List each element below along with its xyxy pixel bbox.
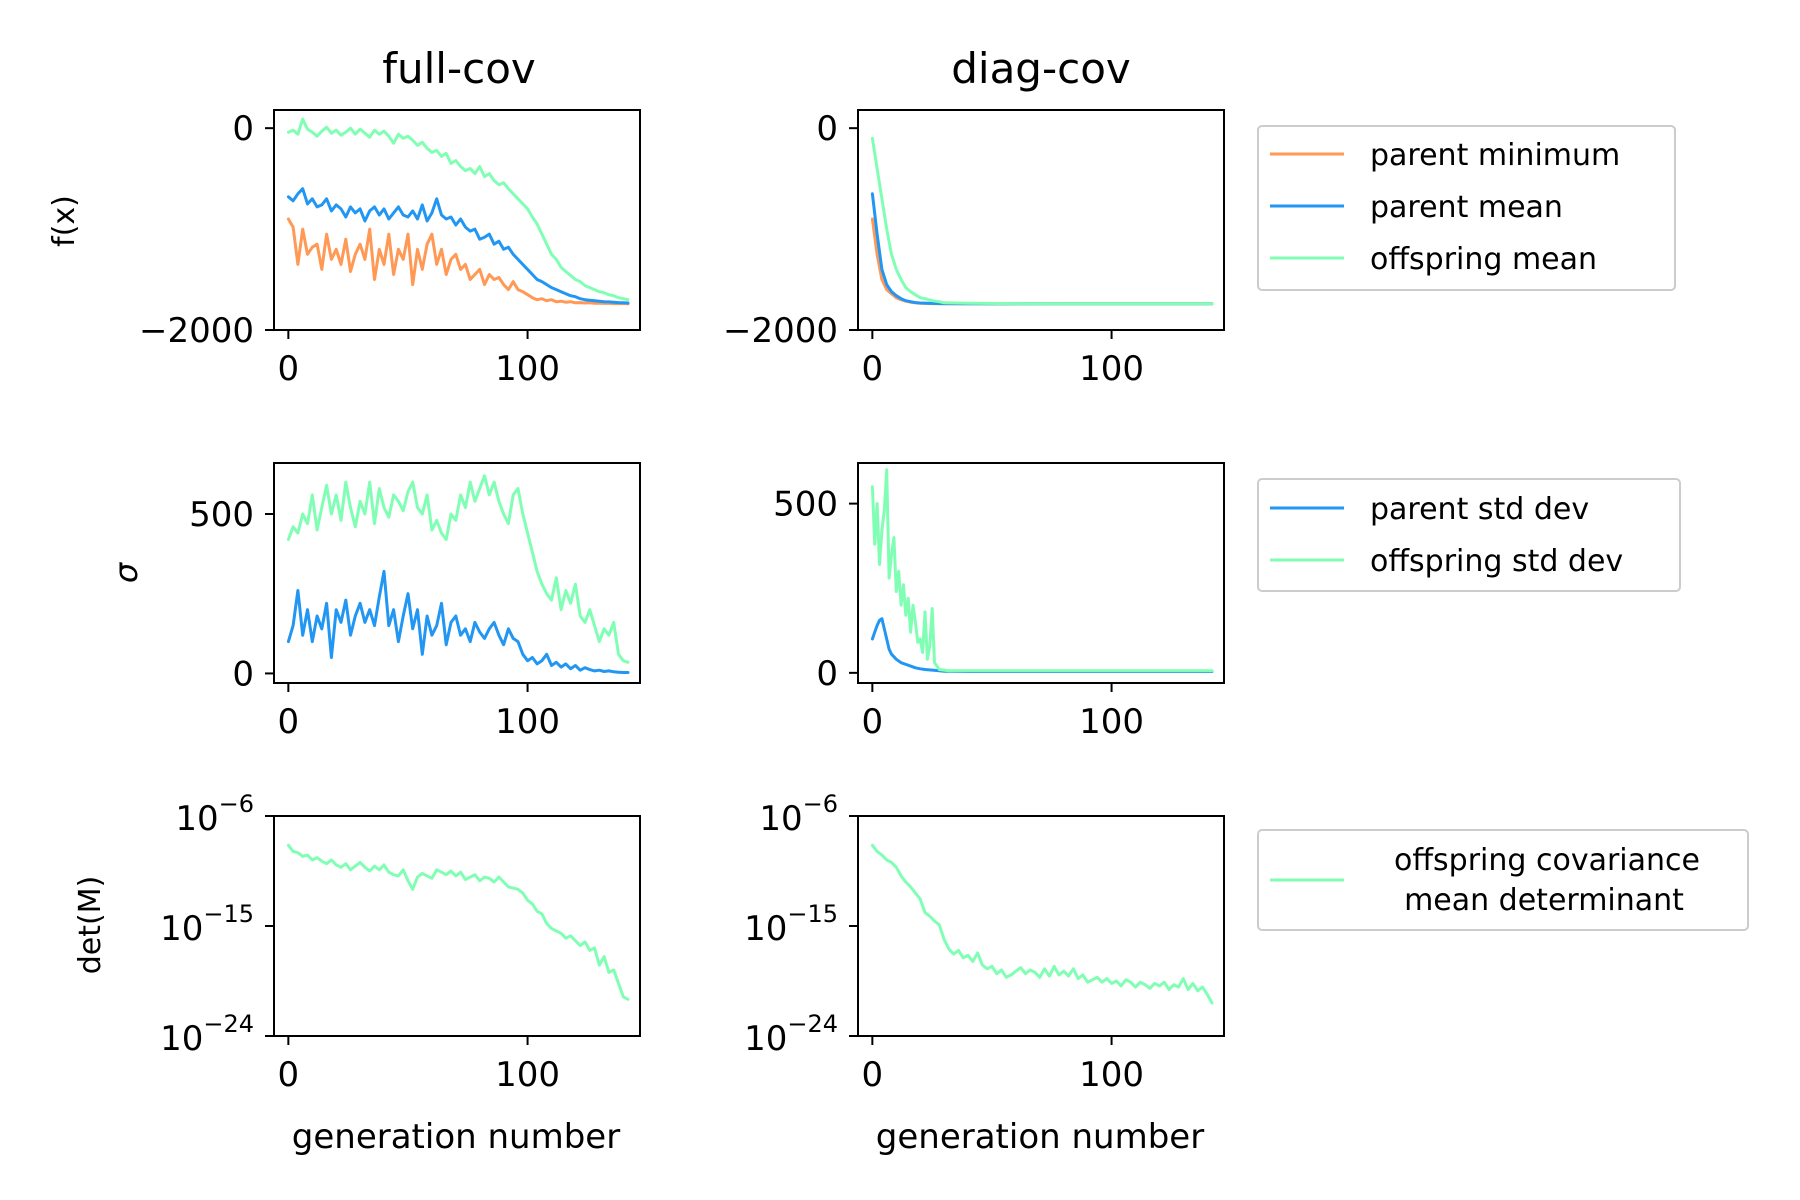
axes-frame	[273, 109, 641, 331]
legend-label-parent-std-dev: parent std dev	[1370, 492, 1589, 527]
series-line-parent-mean	[286, 187, 630, 305]
series-line-parent-mean	[870, 192, 1214, 306]
panel-sigma-diag: 0 100 0 500	[773, 462, 1225, 742]
axes-frame	[857, 815, 1225, 1037]
x-tick-label: 0	[278, 349, 300, 389]
panel-fx-full: 0 100 0 −2000	[139, 109, 641, 389]
legend-label-offspring-mean: offspring mean	[1370, 242, 1597, 277]
x-tick-label: 100	[1079, 1055, 1144, 1095]
series-line-offspring-mean	[870, 136, 1214, 306]
y-tick-label: −2000	[723, 311, 838, 351]
y-tick-label: −2000	[139, 311, 254, 351]
y-tick-label: 10−6	[759, 790, 838, 839]
x-tick-label: 0	[862, 1055, 884, 1095]
xlabel-diag: generation number	[876, 1117, 1204, 1157]
series-line-offspring-covariance-mean-determinant	[870, 843, 1214, 1005]
y-tick-label: 0	[232, 109, 254, 149]
series-group	[286, 117, 630, 306]
ylabel-det: det(M)	[73, 876, 108, 975]
y-tick-label: 10−24	[744, 1010, 838, 1059]
column-titles: full-cov diag-cov	[382, 44, 1131, 93]
x-tick-label: 0	[862, 702, 884, 742]
y-tick-label: 500	[773, 485, 838, 525]
panel-sigma-full: 0 100 0 500	[189, 462, 641, 742]
series-line-offspring-covariance-mean-determinant	[286, 843, 630, 1001]
axes-frame	[273, 815, 641, 1037]
series-line-offspring-std-dev	[286, 474, 630, 664]
legend-label-offspring-covariance-line1: offspring covariance	[1394, 843, 1700, 878]
x-tick-label: 0	[862, 349, 884, 389]
x-tick-label: 0	[278, 1055, 300, 1095]
y-tick-label: 500	[189, 495, 254, 535]
legend-fx-box	[1257, 125, 1676, 291]
y-tick-label: 0	[232, 654, 254, 694]
panel-fx-diag: 0 100 0 −2000	[723, 109, 1225, 389]
y-tick-label: 10−15	[744, 900, 838, 949]
legend-label-offspring-std-dev: offspring std dev	[1370, 544, 1623, 579]
legend-fx: parent minimum parent mean offspring mea…	[1257, 125, 1676, 291]
series-line-parent-minimum	[286, 217, 630, 306]
series-line-parent-minimum	[870, 217, 1214, 306]
y-tick-label: 10−24	[160, 1010, 254, 1059]
column-title-diag-cov: diag-cov	[951, 44, 1131, 93]
legend-sigma: parent std dev offspring std dev	[1257, 478, 1681, 592]
y-axis-titles: f(x) σ det(M)	[47, 195, 145, 974]
x-tick-label: 100	[1079, 702, 1144, 742]
ylabel-fx: f(x)	[47, 195, 82, 247]
series-line-offspring-mean	[286, 117, 630, 302]
series-group	[286, 474, 630, 674]
series-group	[870, 468, 1214, 673]
xlabel-full: generation number	[292, 1117, 620, 1157]
column-title-full-cov: full-cov	[382, 44, 536, 93]
x-tick-label: 0	[278, 702, 300, 742]
x-tick-label: 100	[495, 1055, 560, 1095]
x-tick-label: 100	[1079, 349, 1144, 389]
legend-label-offspring-covariance-line2: mean determinant	[1404, 883, 1684, 918]
legend-det: offspring covariance mean determinant	[1257, 829, 1749, 931]
axes-frame	[857, 109, 1225, 331]
x-axis-titles: generation number generation number	[292, 1117, 1204, 1157]
x-tick-label: 100	[495, 702, 560, 742]
legend-label-parent-minimum: parent minimum	[1370, 138, 1620, 173]
legend-label-parent-mean: parent mean	[1370, 190, 1563, 225]
x-tick-label: 100	[495, 349, 560, 389]
series-line-offspring-std-dev	[870, 468, 1214, 673]
series-group	[286, 843, 630, 1001]
y-tick-label: 0	[816, 109, 838, 149]
ylabel-sigma: σ	[107, 561, 145, 583]
series-line-parent-std-dev	[286, 569, 630, 674]
panel-det-full: 0 100 10−6 10−15 10−24	[160, 790, 641, 1095]
axes-frame	[273, 462, 641, 684]
legend-sigma-box	[1257, 478, 1681, 592]
axes-frame	[857, 462, 1225, 684]
panel-det-diag: 0 100 10−6 10−15 10−24	[744, 790, 1225, 1095]
y-tick-label: 10−15	[160, 900, 254, 949]
legend-det-box	[1257, 829, 1749, 931]
series-group	[870, 136, 1214, 306]
y-tick-label: 0	[816, 654, 838, 694]
series-group	[870, 843, 1214, 1005]
y-tick-label: 10−6	[175, 790, 254, 839]
